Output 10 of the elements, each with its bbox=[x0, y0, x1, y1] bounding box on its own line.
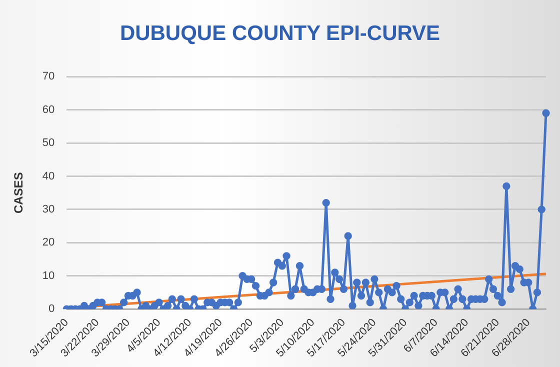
y-tick-label: 30 bbox=[42, 203, 55, 216]
y-tick-label: 0 bbox=[48, 303, 55, 316]
y-tick-label: 20 bbox=[42, 236, 55, 249]
y-tick-label: 70 bbox=[42, 70, 55, 83]
y-tick-label: 60 bbox=[42, 104, 55, 116]
chart-title: DUBUQUE COUNTY EPI-CURVE bbox=[118, 22, 442, 46]
y-tick-label: 40 bbox=[42, 170, 55, 182]
y-tick-label: 50 bbox=[42, 137, 55, 150]
y-tick-label: 10 bbox=[42, 270, 55, 282]
y-axis-title: CASES bbox=[12, 172, 26, 214]
